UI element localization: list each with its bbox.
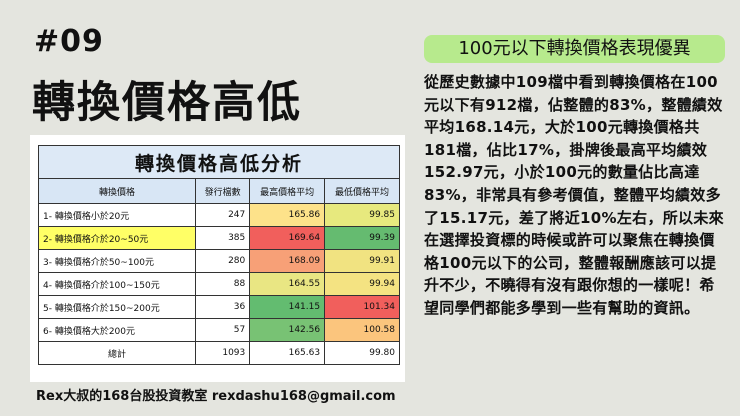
row-count: 88 (194, 272, 251, 296)
table-total-row: 總計 1093 165.63 99.80 (38, 341, 400, 365)
table-header-row: 轉換價格 發行檔數 最高價格平均 最低價格平均 (38, 178, 400, 204)
slide-number: #09 (34, 24, 104, 59)
row-label: 2- 轉換價格介於20~50元 (38, 226, 196, 250)
row-high-avg: 164.55 (249, 272, 326, 296)
row-high-avg: 141.15 (249, 295, 326, 319)
row-label: 5- 轉換價格介於150~200元 (38, 295, 196, 319)
row-high-avg: 168.09 (249, 249, 326, 273)
table-row: 5- 轉換價格介於150~200元 36 141.15 101.34 (38, 295, 400, 319)
row-count: 36 (194, 295, 251, 319)
analysis-table: 轉換價格高低分析 轉換價格 發行檔數 最高價格平均 最低價格平均 1- 轉換價格… (38, 145, 400, 365)
col-header-count: 發行檔數 (194, 178, 251, 204)
table-row: 6- 轉換價格大於200元 57 142.56 100.58 (38, 318, 400, 342)
row-low-avg: 101.34 (324, 295, 400, 319)
row-count: 57 (194, 318, 251, 342)
row-low-avg: 99.85 (324, 203, 400, 227)
aside-paragraph: 從歷史數據中109檔中看到轉換價格在100元以下有912檔，佔整體的83%，整體… (424, 73, 724, 317)
row-label: 4- 轉換價格介於100~150元 (38, 272, 196, 296)
row-high-avg: 142.56 (249, 318, 326, 342)
row-count: 280 (194, 249, 251, 273)
aside-heading: 100元以下轉換價格表現優異 (424, 35, 725, 63)
row-low-avg: 99.94 (324, 272, 400, 296)
footer-credit: Rex大叔的168台股投資教室 rexdashu168@gmail.com (36, 389, 396, 404)
total-high: 165.63 (249, 341, 326, 365)
table-row: 4- 轉換價格介於100~150元 88 164.55 99.94 (38, 272, 400, 296)
row-label: 1- 轉換價格小於20元 (38, 203, 196, 227)
row-count: 385 (194, 226, 251, 250)
row-high-avg: 165.86 (249, 203, 326, 227)
col-header-price: 轉換價格 (38, 178, 196, 204)
total-low: 99.80 (324, 341, 400, 365)
table-title: 轉換價格高低分析 (38, 145, 400, 179)
row-low-avg: 99.39 (324, 226, 400, 250)
row-label: 6- 轉換價格大於200元 (38, 318, 196, 342)
slide-title: 轉換價格高低 (32, 78, 302, 128)
col-header-high: 最高價格平均 (249, 178, 326, 204)
row-label: 3- 轉換價格介於50~100元 (38, 249, 196, 273)
col-header-low: 最低價格平均 (324, 178, 400, 204)
row-low-avg: 100.58 (324, 318, 400, 342)
table-card: 轉換價格高低分析 轉換價格 發行檔數 最高價格平均 最低價格平均 1- 轉換價格… (30, 135, 405, 382)
row-low-avg: 99.91 (324, 249, 400, 273)
total-count: 1093 (194, 341, 251, 365)
row-high-avg: 169.64 (249, 226, 326, 250)
total-label: 總計 (38, 341, 196, 365)
table-row: 1- 轉換價格小於20元 247 165.86 99.85 (38, 203, 400, 227)
row-count: 247 (194, 203, 251, 227)
table-row: 3- 轉換價格介於50~100元 280 168.09 99.91 (38, 249, 400, 273)
table-row: 2- 轉換價格介於20~50元 385 169.64 99.39 (38, 226, 400, 250)
